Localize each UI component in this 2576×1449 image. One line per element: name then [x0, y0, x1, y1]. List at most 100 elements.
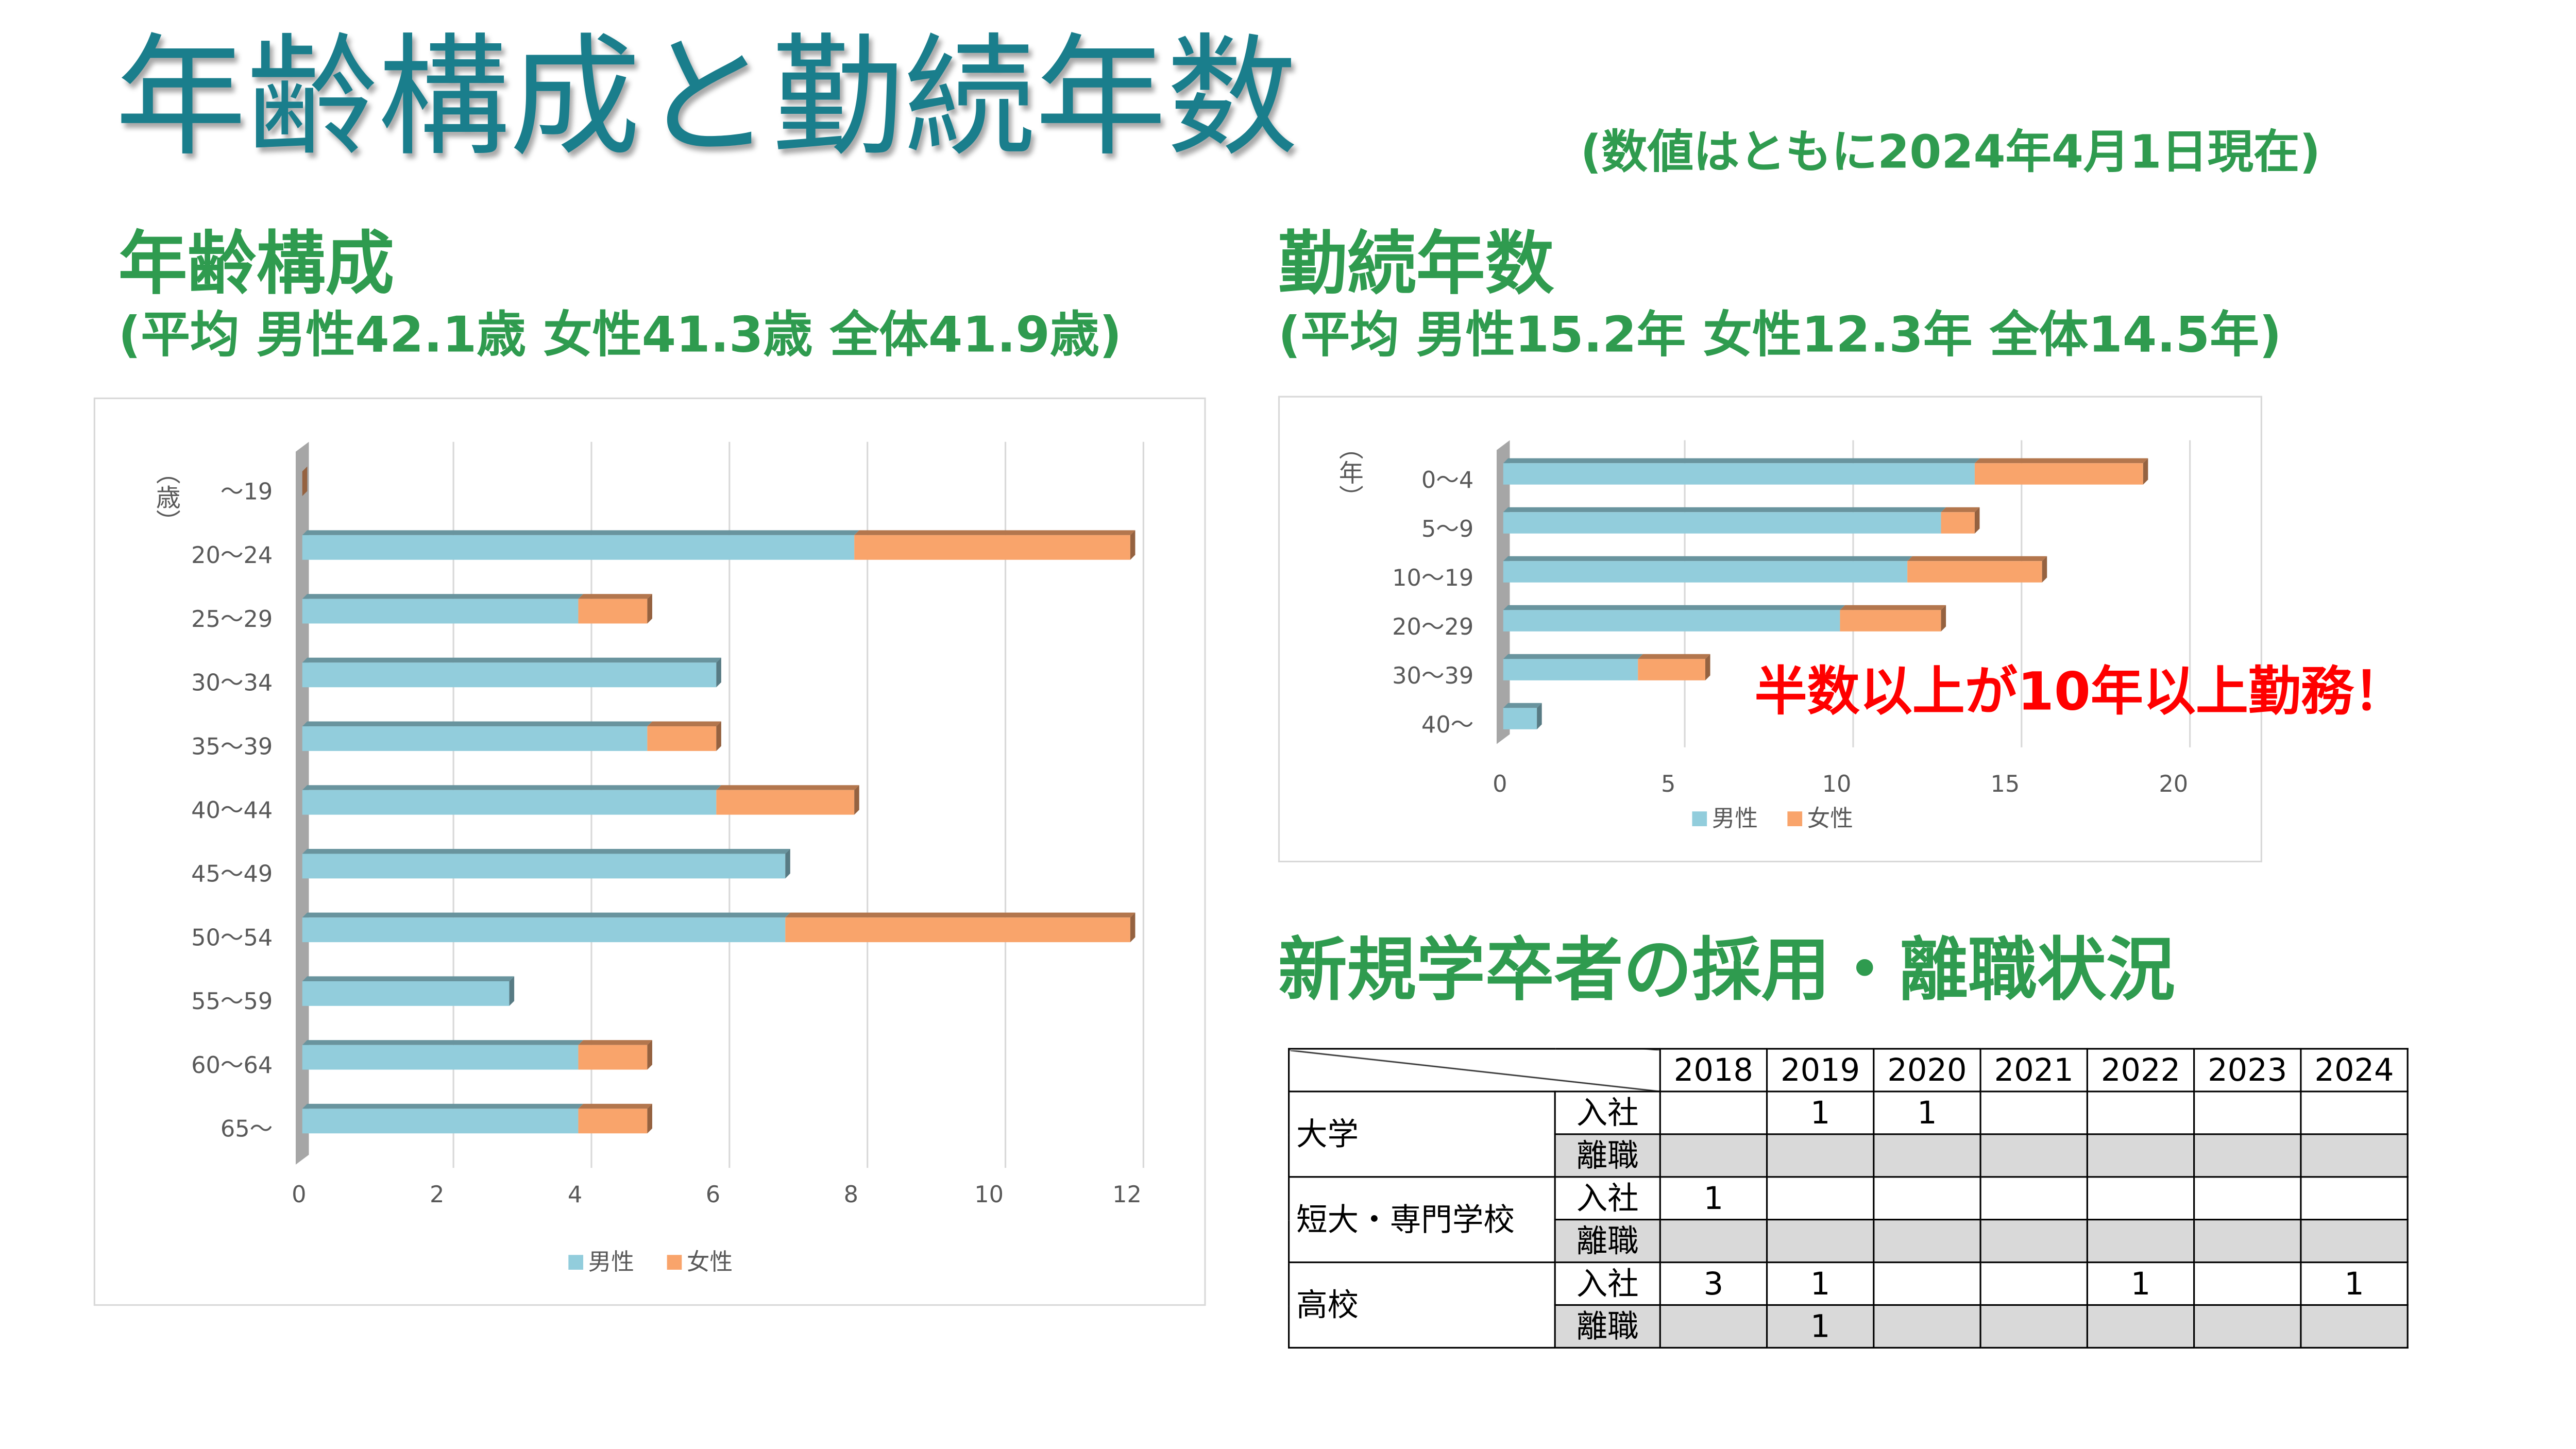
- bar-end-face: [716, 657, 721, 688]
- bar-female: [1974, 463, 2143, 485]
- category-label: ～19: [221, 478, 273, 505]
- table-cell: [2300, 1304, 2409, 1349]
- year-header: 2021: [1979, 1048, 2088, 1093]
- x-tick-label: 4: [568, 1181, 582, 1208]
- table-cell: [1979, 1090, 2088, 1135]
- category-label: 30～34: [191, 670, 273, 696]
- bar-male: [1503, 659, 1638, 680]
- bar-top-face-male: [1503, 507, 1946, 513]
- table-cell: [2193, 1219, 2302, 1264]
- row-type-label: 入社: [1554, 1261, 1661, 1306]
- category-label: 5～9: [1421, 516, 1473, 542]
- row-type-label: 入社: [1554, 1176, 1661, 1221]
- table-cell: [2193, 1090, 2302, 1135]
- legend-label-male: 男性: [1712, 805, 1758, 832]
- table-cell: [1979, 1133, 2088, 1178]
- legend-label-female: 女性: [1807, 805, 1853, 832]
- bar-end-face: [785, 848, 790, 879]
- row-type-label: 離職: [1554, 1304, 1661, 1349]
- bar-male: [302, 726, 648, 751]
- bar-top-face-male: [1503, 703, 1542, 708]
- table-header-row: 2018 2019 2020 2021 2022 2023 2024: [1288, 1048, 2409, 1093]
- bar-female: [1907, 561, 2042, 583]
- bar-female: [578, 599, 648, 624]
- table-cell: [1659, 1090, 1768, 1135]
- table-cell: [2300, 1176, 2409, 1221]
- table-cell: [2300, 1133, 2409, 1178]
- bar-female: [1638, 659, 1705, 680]
- table-cell: [1766, 1176, 1875, 1221]
- category-label: 60～64: [191, 1052, 273, 1079]
- page-title: 年齢構成と勤続年数: [115, 21, 1298, 175]
- bar-top-face-male: [302, 1103, 584, 1109]
- table-cell: 1: [1766, 1304, 1875, 1349]
- row-type-label: 離職: [1554, 1219, 1661, 1264]
- row-type-label: 離職: [1554, 1133, 1661, 1178]
- age-section-heading: 年齢構成: [118, 223, 395, 304]
- group-label: 大学: [1288, 1090, 1556, 1178]
- table-cell: 1: [1873, 1090, 1981, 1135]
- category-label: 40～: [1421, 711, 1473, 738]
- tenure-averages: (平均 男性15.2年 女性12.3年 全体14.5年): [1278, 307, 2282, 365]
- legend-swatch-male: [1692, 811, 1707, 826]
- table-cell: [2300, 1219, 2409, 1264]
- tenure-axis-title: （年）: [1335, 435, 1365, 509]
- table-row: 大学 入社 1 1: [1288, 1090, 2409, 1178]
- bar-female: [1941, 512, 1975, 534]
- category-label: 20～29: [1392, 613, 1473, 640]
- table-cell: [2086, 1304, 2195, 1349]
- table-cell: [2193, 1176, 2302, 1221]
- table-cell: [1979, 1219, 2088, 1264]
- legend-swatch-female: [1787, 811, 1803, 826]
- hiring-section-heading: 新規学卒者の採用・離職状況: [1278, 929, 2175, 1011]
- year-header: 2020: [1873, 1048, 1981, 1093]
- bar-top-face-male: [302, 594, 584, 599]
- table-cell: 1: [1766, 1090, 1875, 1135]
- category-label: 45～49: [191, 861, 273, 888]
- table-row: 短大・専門学校 入社 1: [1288, 1176, 2409, 1264]
- legend-swatch-male: [568, 1255, 584, 1270]
- bar-end-face: [1705, 654, 1710, 680]
- bar-top-face-female: [578, 1103, 652, 1109]
- bar-end-face: [1130, 530, 1136, 560]
- bar-top-face-female: [1638, 654, 1710, 659]
- age-chart: 0 2 4 6 8 10 12 ～19 20～24 25～29 30～34 35～39 40～44 45～…: [93, 397, 1206, 1306]
- bar-end-face: [854, 785, 859, 815]
- table-cell: [1979, 1176, 2088, 1221]
- bar-end-face: [1974, 507, 1980, 534]
- bar-top-face-male: [302, 912, 790, 918]
- bar-top-face-male: [302, 848, 790, 854]
- bar-male: [302, 662, 717, 688]
- category-label: 25～29: [191, 606, 273, 633]
- bar-male: [302, 1109, 579, 1134]
- x-tick-label: 12: [1112, 1181, 1142, 1208]
- table-row: 高校 入社 3 1 1 1: [1288, 1261, 2409, 1349]
- table-cell: [2086, 1176, 2195, 1221]
- bar-top-face-male: [1503, 654, 1643, 659]
- table-cell: [1873, 1219, 1981, 1264]
- table-cell: [2193, 1304, 2302, 1349]
- bar-male: [1503, 610, 1840, 632]
- bar-female: [578, 1045, 648, 1070]
- bar-end-face: [647, 1040, 652, 1070]
- bar-female: [785, 917, 1130, 943]
- category-label: 40～44: [191, 797, 273, 824]
- bar-end-face: [1537, 703, 1542, 729]
- bar-male: [1503, 512, 1941, 534]
- bar-top-face-female: [854, 530, 1136, 535]
- group-label: 高校: [1288, 1261, 1556, 1349]
- bar-top-face-female: [1840, 605, 1946, 610]
- table-cell: [1873, 1176, 1981, 1221]
- bar-female: [578, 1109, 648, 1134]
- x-tick-label: 20: [2159, 771, 2188, 797]
- table-cell: [2086, 1219, 2195, 1264]
- table-cell: [1873, 1304, 1981, 1349]
- bar-end-face: [302, 466, 308, 497]
- bar-end-face: [716, 721, 721, 751]
- bar-end-face: [647, 1103, 652, 1134]
- bar-male: [302, 917, 786, 943]
- bar-male: [302, 535, 855, 560]
- table-cell: [2193, 1261, 2302, 1306]
- age-chart-plot: 0 2 4 6 8 10 12 ～19 20～24 25～29 30～34 35～39 40～44 45～…: [191, 441, 1144, 1275]
- category-label: 0～4: [1421, 467, 1473, 493]
